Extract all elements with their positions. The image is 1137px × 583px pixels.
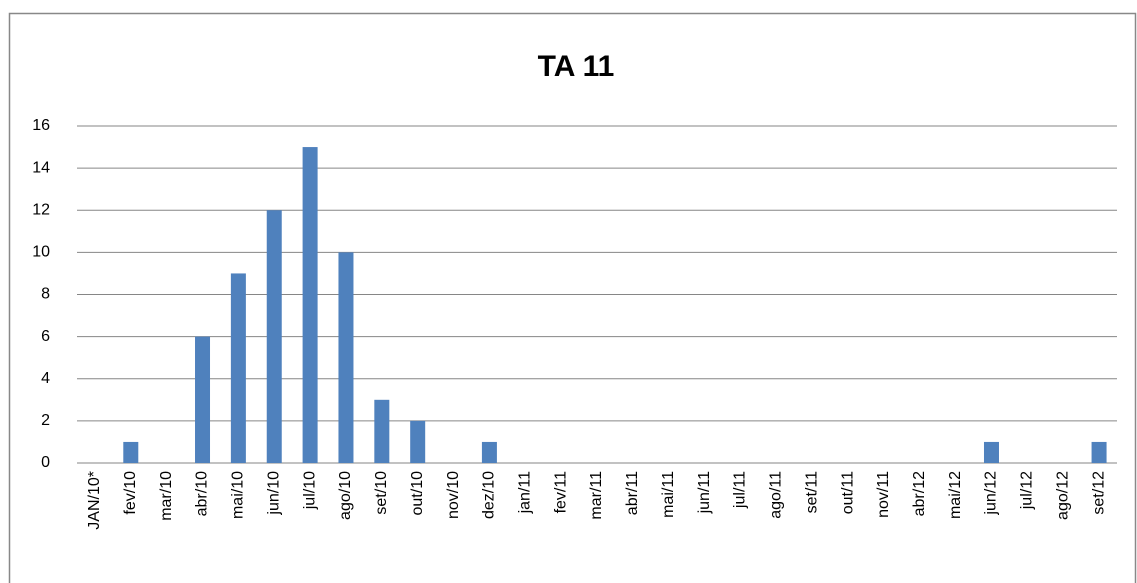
x-tick-label: out/10 <box>409 471 426 516</box>
x-tick-label: abr/10 <box>194 471 211 516</box>
bar <box>266 210 282 463</box>
chart-border <box>8 12 1137 583</box>
x-tick-label: mar/11 <box>588 471 605 520</box>
x-tick-label: abr/12 <box>911 471 928 516</box>
y-tick-label: 14 <box>32 159 50 176</box>
x-tick-label: out/11 <box>839 471 856 514</box>
x-tick-label: jun/11 <box>696 471 713 515</box>
x-tick-label: mai/12 <box>947 471 964 519</box>
y-tick-label: 4 <box>41 370 50 387</box>
x-tick-label: JAN/10* <box>86 471 103 530</box>
x-tick-label: jan/11 <box>516 471 533 515</box>
bar <box>983 441 999 463</box>
x-tick-label: ago/10 <box>337 471 354 520</box>
x-tick-label: set/12 <box>1090 471 1107 515</box>
x-tick-label: jul/10 <box>301 471 318 510</box>
x-tick-label: fev/11 <box>552 471 569 514</box>
x-tick-label: nov/11 <box>875 471 892 518</box>
x-tick-label: abr/11 <box>624 471 641 515</box>
x-tick-label: ago/12 <box>1054 471 1071 520</box>
x-tick-label: nov/10 <box>445 471 462 519</box>
bar <box>374 399 390 463</box>
y-tick-label: 12 <box>32 201 50 218</box>
x-tick-label: fev/10 <box>122 471 139 515</box>
bar <box>230 273 246 463</box>
x-tick-label: jul/11 <box>732 471 749 509</box>
x-tick-label: jun/10 <box>265 471 282 516</box>
x-tick-label: jun/12 <box>983 471 1000 516</box>
y-tick-label: 2 <box>41 412 50 429</box>
x-tick-label: set/10 <box>373 471 390 515</box>
bar <box>481 441 497 463</box>
bar <box>410 420 426 463</box>
x-tick-label: mai/10 <box>230 471 247 519</box>
y-tick-label: 10 <box>32 244 50 261</box>
bar <box>1091 441 1107 463</box>
y-tick-label: 16 <box>32 117 50 134</box>
chart-title: TA 11 <box>538 50 615 83</box>
x-tick-label: mai/11 <box>660 471 677 518</box>
bar <box>123 441 139 463</box>
bar <box>195 336 211 463</box>
y-tick-label: 0 <box>41 454 50 471</box>
x-tick-label: ago/11 <box>768 471 785 519</box>
x-tick-label: jul/12 <box>1019 471 1036 510</box>
bar <box>338 252 354 463</box>
x-tick-label: dez/10 <box>481 471 498 519</box>
x-tick-label: mar/10 <box>158 471 175 521</box>
y-tick-label: 8 <box>41 286 50 303</box>
x-tick-label: set/11 <box>803 471 820 514</box>
y-tick-label: 6 <box>41 328 50 345</box>
bar <box>302 147 318 463</box>
